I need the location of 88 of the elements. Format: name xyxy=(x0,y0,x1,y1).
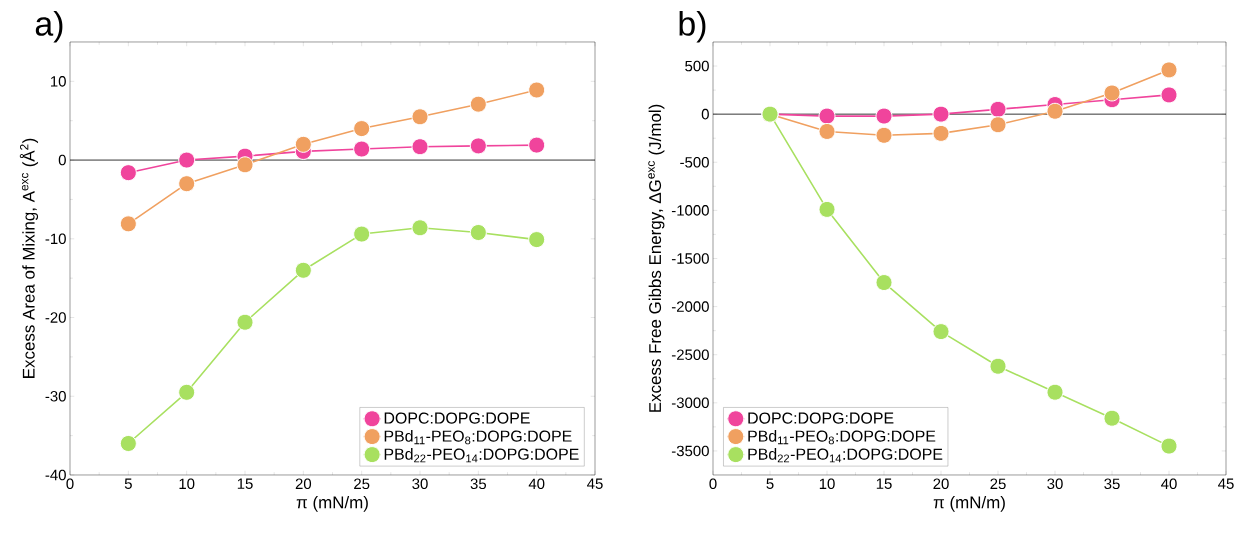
point xyxy=(818,122,836,140)
x-tick-label: 10 xyxy=(819,478,835,490)
point xyxy=(119,215,137,233)
x-tick-label: 5 xyxy=(766,478,774,489)
point xyxy=(528,136,546,154)
x-tick-label: 25 xyxy=(990,478,1006,490)
x-tick-label: 10 xyxy=(179,478,195,490)
point xyxy=(1160,86,1178,104)
point xyxy=(875,274,893,292)
chart-title: b) xyxy=(679,10,706,43)
point xyxy=(989,116,1007,134)
y-tick-label: 10 xyxy=(51,76,66,87)
point xyxy=(875,107,893,125)
point xyxy=(932,124,950,142)
chart-title: a) xyxy=(35,10,63,43)
legend-label: PBd$_{11}$-PEO$_{8}$:DOPG:DOPE xyxy=(748,430,936,445)
legend-label: DOPC:DOPG:DOPE xyxy=(748,412,894,424)
x-tick-label: 40 xyxy=(528,478,545,490)
x-tick-label: 35 xyxy=(470,478,487,490)
x-tick-label: 0 xyxy=(709,478,717,490)
legend-label: PBd$_{22}$-PEO$_{14}$:DOPG:DOPE xyxy=(748,448,943,463)
point xyxy=(236,156,254,174)
point xyxy=(989,357,1007,375)
y-tick-label: -3500 xyxy=(671,445,709,457)
y-tick-label: -2500 xyxy=(671,349,709,360)
x-tick-label: 35 xyxy=(1104,478,1120,490)
x-tick-label: 15 xyxy=(237,478,253,489)
point xyxy=(178,383,196,401)
x-tick-label: 30 xyxy=(1047,478,1063,490)
y-axis-title: Excess Area of Mixing, A$^{exc}$ (Å$^{2}$) xyxy=(19,138,39,378)
point xyxy=(528,81,546,99)
y-tick-label: 0 xyxy=(701,108,709,120)
point xyxy=(1103,84,1121,102)
point xyxy=(1160,61,1178,79)
y-axis-title: Excess Free Gibbs Energy, ΔG$^{exc}$ (J/mol) xyxy=(648,104,665,412)
y-tick-label: -30 xyxy=(45,390,66,402)
x-tick-label: 25 xyxy=(354,478,370,490)
point xyxy=(353,225,371,243)
x-tick-label: 20 xyxy=(295,478,312,490)
point xyxy=(818,107,836,125)
point xyxy=(1160,437,1178,455)
point xyxy=(528,231,546,249)
point xyxy=(411,108,429,126)
point xyxy=(875,126,893,144)
point xyxy=(469,137,487,155)
x-tick-label: 20 xyxy=(933,478,949,490)
point xyxy=(236,313,254,331)
y-tick-label: -20 xyxy=(45,312,66,323)
x-tick-label: 0 xyxy=(66,478,74,490)
point xyxy=(469,95,487,113)
point xyxy=(178,175,196,193)
x-axis-title: π (mN/m) xyxy=(933,495,1005,512)
point xyxy=(989,100,1007,118)
point xyxy=(119,164,137,182)
x-tick-label: 40 xyxy=(1161,478,1177,490)
y-tick-label: -1500 xyxy=(671,253,709,264)
x-tick-label: 5 xyxy=(124,478,132,489)
point xyxy=(1046,383,1064,401)
y-tick-label: -10 xyxy=(45,233,66,245)
point xyxy=(932,105,950,123)
legend-label: PBd$_{11}$-PEO$_{8}$:DOPG:DOPE xyxy=(384,430,572,445)
point xyxy=(294,261,312,279)
point xyxy=(178,151,196,169)
y-tick-label: 0 xyxy=(58,154,66,166)
x-tick-label: 30 xyxy=(412,478,428,490)
point xyxy=(353,140,371,158)
y-tick-label: -500 xyxy=(680,156,709,168)
y-tick-label: -40 xyxy=(45,469,66,481)
point xyxy=(353,120,371,138)
y-tick-label: 500 xyxy=(685,60,709,72)
point xyxy=(411,138,429,156)
legend-label: PBd$_{22}$-PEO$_{14}$:DOPG:DOPE xyxy=(384,448,579,463)
point xyxy=(818,200,836,218)
point xyxy=(1046,102,1064,120)
point xyxy=(294,135,312,153)
point xyxy=(469,224,487,242)
y-tick-label: -1000 xyxy=(671,205,709,216)
point xyxy=(411,219,429,237)
x-tick-label: 15 xyxy=(876,478,892,489)
point xyxy=(119,434,137,452)
point xyxy=(932,323,950,341)
x-tick-label: 45 xyxy=(1218,478,1234,489)
point xyxy=(1103,409,1121,427)
y-tick-label: -2000 xyxy=(671,301,709,312)
x-axis-title: π (mN/m) xyxy=(296,495,368,512)
x-tick-label: 45 xyxy=(587,478,603,489)
y-tick-label: -3000 xyxy=(671,397,709,409)
legend-label: DOPC:DOPG:DOPE xyxy=(384,412,530,424)
